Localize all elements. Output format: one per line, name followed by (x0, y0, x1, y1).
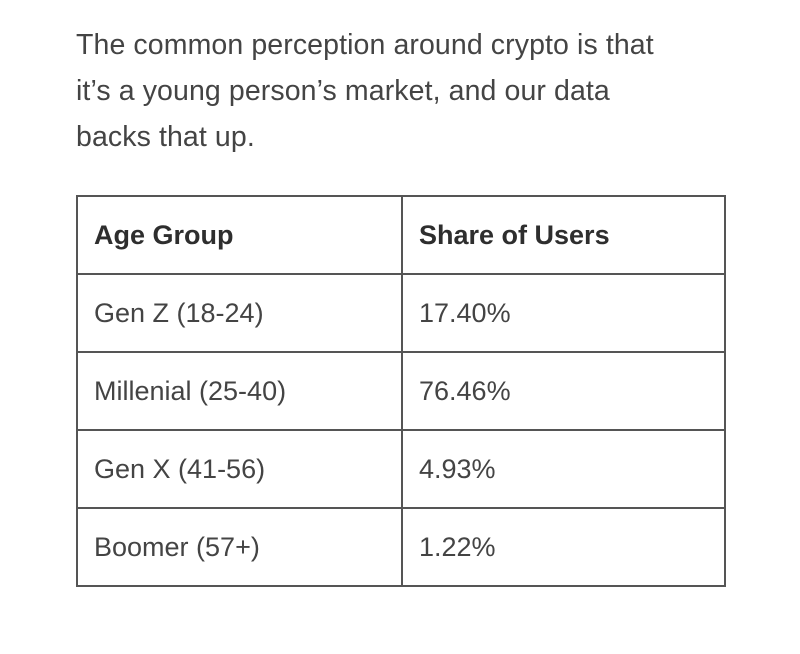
table-row: Gen Z (18-24) 17.40% (76, 273, 726, 353)
share-cell: 1.22% (401, 507, 726, 587)
intro-paragraph: The common perception around crypto is t… (76, 22, 736, 160)
age-group-cell: Gen Z (18-24) (76, 273, 403, 353)
share-cell: 4.93% (401, 429, 726, 509)
table-row: Boomer (57+) 1.22% (76, 507, 726, 587)
table-row: Millenial (25-40) 76.46% (76, 351, 726, 431)
header-age-group: Age Group (76, 195, 403, 275)
age-group-cell: Millenial (25-40) (76, 351, 403, 431)
age-group-cell: Gen X (41-56) (76, 429, 403, 509)
header-share-of-users: Share of Users (401, 195, 726, 275)
intro-line: it’s a young person’s market, and our da… (76, 75, 610, 107)
share-cell: 76.46% (401, 351, 726, 431)
age-group-cell: Boomer (57+) (76, 507, 403, 587)
table-header-row: Age Group Share of Users (76, 195, 726, 275)
intro-line: The common perception around crypto is t… (76, 29, 654, 61)
table-row: Gen X (41-56) 4.93% (76, 429, 726, 509)
age-share-table: Age Group Share of Users Gen Z (18-24) 1… (76, 195, 726, 587)
share-cell: 17.40% (401, 273, 726, 353)
intro-line: backs that up. (76, 121, 255, 153)
